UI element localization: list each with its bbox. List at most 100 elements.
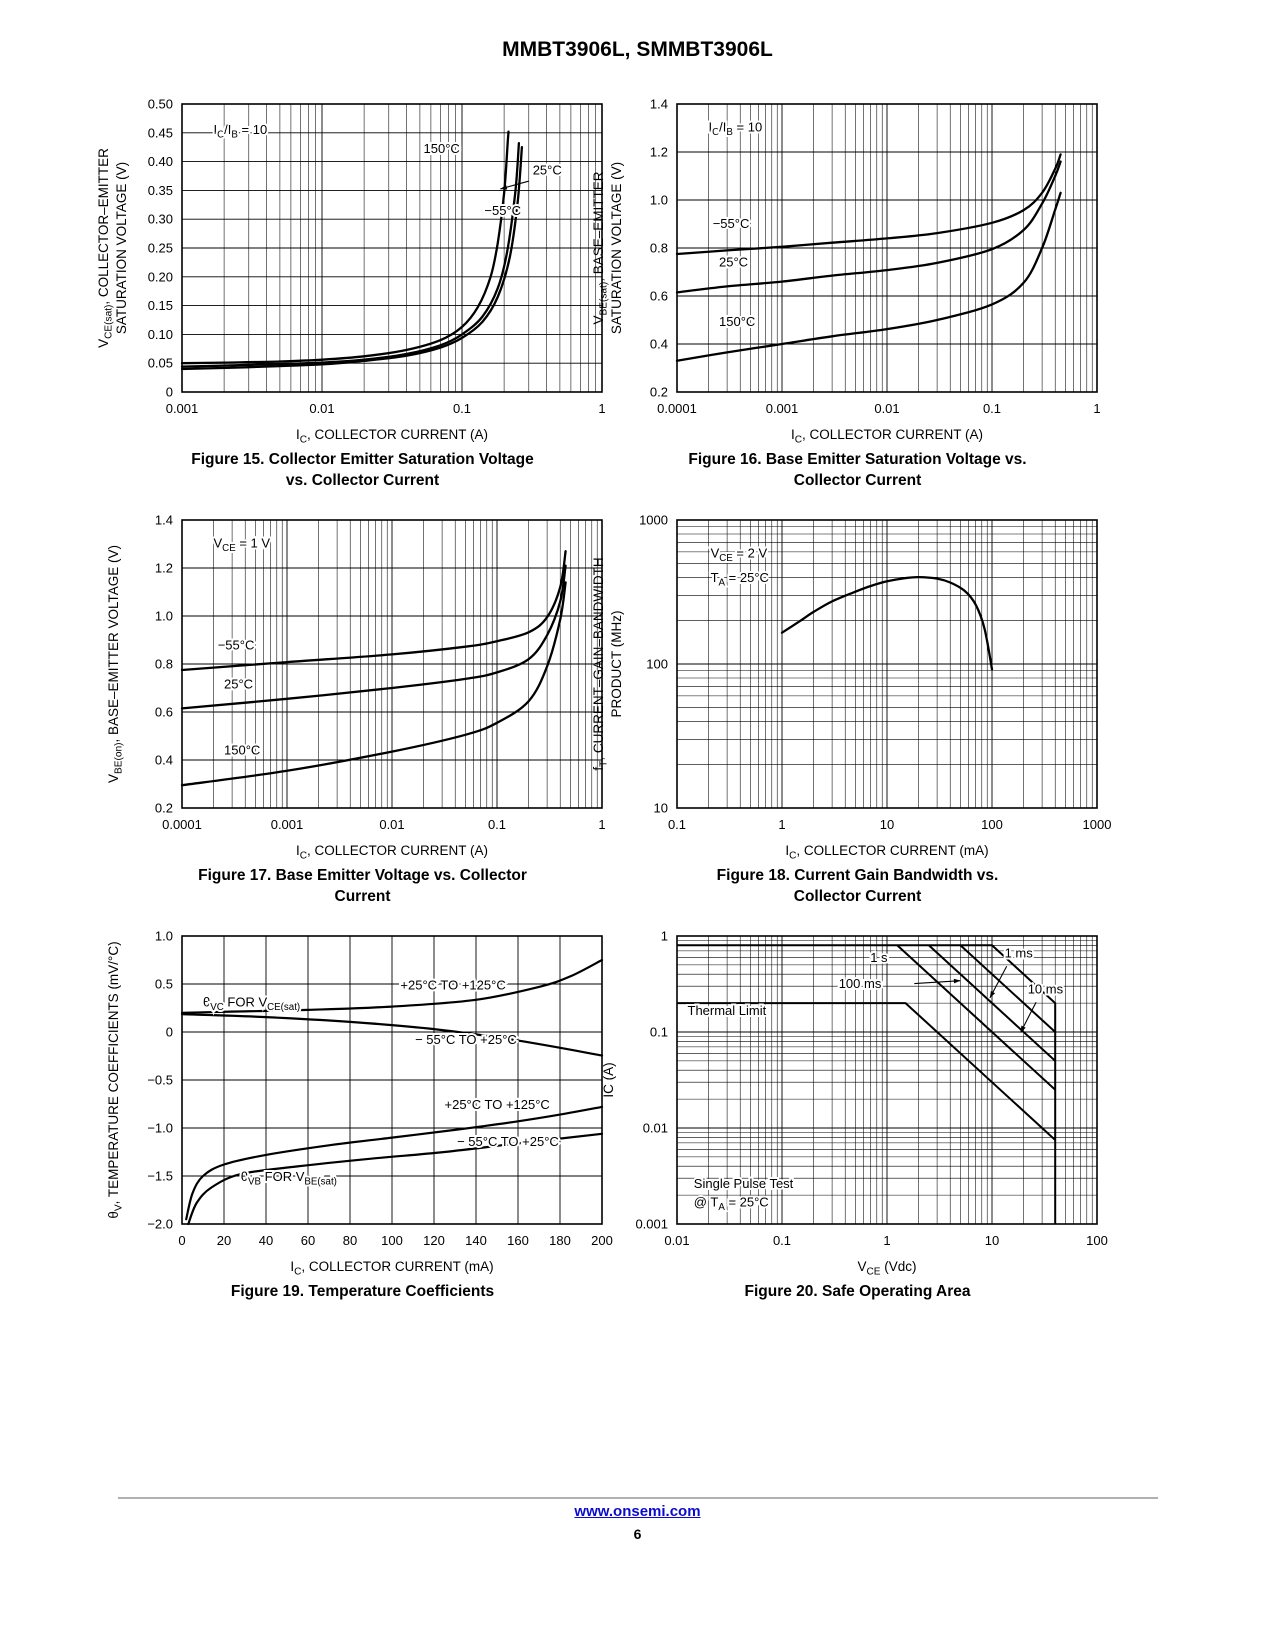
- svg-text:+25°C TO +125°C: +25°C TO +125°C: [445, 1097, 550, 1112]
- figure-16-caption: Figure 16. Base Emitter Saturation Volta…: [688, 451, 1027, 489]
- svg-text:−2.0: −2.0: [147, 1217, 173, 1232]
- svg-text:0.35: 0.35: [148, 183, 173, 198]
- y-axis-title: PRODUCT (MHz): [609, 611, 624, 718]
- svg-text:0.5: 0.5: [155, 977, 173, 992]
- footer-divider: [118, 1497, 1158, 1499]
- svg-text:180: 180: [549, 1233, 571, 1248]
- svg-text:1 s: 1 s: [870, 950, 888, 965]
- svg-text:140: 140: [465, 1233, 487, 1248]
- x-axis-title: IC, COLLECTOR CURRENT (A): [791, 427, 983, 444]
- svg-text:0.40: 0.40: [148, 154, 173, 169]
- page-number: 6: [633, 1526, 642, 1542]
- chart-temperature-coefficients: 0 20 40 60 80 100 120 140 160 180 200 1.0 0.5 0 −0.5 −1…: [90, 924, 635, 1278]
- svg-text:0.1: 0.1: [650, 1025, 668, 1040]
- chart-base-emitter-voltage: 0.0001 0.001 0.01 0.1 1 0.2 0.4 0.6 0.8 1.0 1.2 1.4…: [90, 508, 635, 862]
- y-axis-title: VBE(sat), BASE–EMITTER: [591, 171, 610, 324]
- svg-text:1: 1: [883, 1233, 890, 1248]
- x-axis-title: IC, COLLECTOR CURRENT (mA): [290, 1259, 493, 1276]
- annotations: IC/IB = 10 150°C 25°C −55°C: [212, 120, 564, 220]
- svg-text:0.6: 0.6: [155, 705, 173, 720]
- y-axis-title: VBE(on), BASE–EMITTER VOLTAGE (V): [106, 545, 125, 783]
- x-axis-title: IC, COLLECTOR CURRENT (A): [296, 843, 488, 860]
- gridlines: [181, 519, 603, 809]
- plot-border: [181, 935, 603, 1225]
- svg-text:0.25: 0.25: [148, 241, 173, 256]
- figure-18-block: 0.1 1 10 100 1000 10 100 1000 IC, COLLECTOR CURR…: [585, 508, 1130, 908]
- svg-text:Single Pulse Test: Single Pulse Test: [694, 1176, 794, 1191]
- svg-text:0.8: 0.8: [155, 657, 173, 672]
- figure-19-block: 0 20 40 60 80 100 120 140 160 180 200 1.0 0.5 0 −0.5 −1…: [90, 924, 635, 1303]
- svg-text:0.30: 0.30: [148, 212, 173, 227]
- x-axis-title: VCE (Vdc): [857, 1259, 916, 1276]
- svg-text:0.1: 0.1: [983, 401, 1001, 416]
- figure-20-block: 0.01 0.1 1 10 100 0.001 0.01 0.1 1 VCE (Vdc) IC (A…: [585, 924, 1130, 1303]
- svg-text:0.01: 0.01: [309, 401, 334, 416]
- chart-svg: 0.0001 0.001 0.01 0.1 1 0.2 0.4 0.6 0.8 1.0 1.2 1.4…: [106, 513, 606, 862]
- svg-text:0.01: 0.01: [643, 1121, 668, 1136]
- svg-text:1.2: 1.2: [155, 561, 173, 576]
- svg-text:10 ms: 10 ms: [1028, 982, 1064, 997]
- svg-text:0.05: 0.05: [148, 356, 173, 371]
- data-series: [675, 153, 1062, 362]
- svg-text:0.6: 0.6: [650, 289, 668, 304]
- svg-text:40: 40: [259, 1233, 273, 1248]
- data-series: [180, 550, 567, 787]
- y-axis-title: IC (A): [601, 1062, 616, 1097]
- svg-text:0.10: 0.10: [148, 327, 173, 342]
- svg-text:θVB FOR VBE(sat): θVB FOR VBE(sat): [241, 1169, 337, 1188]
- gridlines: [676, 519, 1098, 809]
- svg-text:θVC FOR VCE(sat): θVC FOR VCE(sat): [203, 995, 300, 1014]
- svg-text:0.1: 0.1: [453, 401, 471, 416]
- annotations: IC/IB = 10 −55°C 25°C 150°C: [707, 117, 765, 330]
- data-series: [180, 958, 604, 1226]
- svg-text:150°C: 150°C: [424, 141, 460, 156]
- svg-text:0.001: 0.001: [635, 1217, 668, 1232]
- tick-labels: 0 20 40 60 80 100 120 140 160 180 200 1.0 0.5 0 −0.5 −1…: [147, 929, 613, 1249]
- svg-text:1 ms: 1 ms: [1005, 946, 1034, 961]
- plot-border: [676, 935, 1098, 1225]
- svg-text:1.2: 1.2: [650, 145, 668, 160]
- svg-text:0.50: 0.50: [148, 97, 173, 112]
- svg-text:−0.5: −0.5: [147, 1073, 173, 1088]
- svg-text:0.0001: 0.0001: [657, 401, 697, 416]
- svg-text:120: 120: [423, 1233, 445, 1248]
- svg-text:−55°C: −55°C: [218, 638, 255, 653]
- svg-text:10: 10: [880, 817, 894, 832]
- figure-16-block: 0.0001 0.001 0.01 0.1 1 0.2 0.4 0.6 0.8 1.0 1.2 1.4…: [585, 92, 1130, 492]
- chart-svg: 0.001 0.01 0.1 1 0 0.05 0.10 0.15 0.20 0.25 0.30 0.…: [96, 97, 606, 446]
- svg-text:Thermal Limit: Thermal Limit: [688, 1003, 767, 1018]
- plot-border: [676, 103, 1098, 393]
- chart-collector-emitter-saturation-voltage: 0.001 0.01 0.1 1 0 0.05 0.10 0.15 0.20 0.25 0.30 0.…: [90, 92, 635, 446]
- svg-text:0.1: 0.1: [668, 817, 686, 832]
- svg-text:0: 0: [178, 1233, 185, 1248]
- annotations: θVC FOR VCE(sat) +25°C TO +125°C − 55°C TO…: [201, 975, 561, 1189]
- svg-text:0.2: 0.2: [155, 801, 173, 816]
- svg-text:100: 100: [981, 817, 1003, 832]
- svg-text:−55°C: −55°C: [484, 203, 521, 218]
- annotations: VCE = 1 V −55°C 25°C 150°C: [212, 533, 273, 759]
- svg-text:VCE = 2 V: VCE = 2 V: [711, 545, 768, 564]
- svg-text:160: 160: [507, 1233, 529, 1248]
- y-axis-title: VCE(sat), COLLECTOR–EMITTER: [96, 148, 115, 348]
- onsemi-link[interactable]: www.onsemi.com: [574, 1503, 701, 1520]
- svg-text:−1.0: −1.0: [147, 1121, 173, 1136]
- svg-text:0.20: 0.20: [148, 269, 173, 284]
- svg-text:1000: 1000: [639, 513, 668, 528]
- figure-15-block: 0.001 0.01 0.1 1 0 0.05 0.10 0.15 0.20 0.25 0.30 0.…: [90, 92, 635, 492]
- svg-text:150°C: 150°C: [224, 743, 260, 758]
- svg-text:1: 1: [661, 929, 668, 944]
- svg-text:TA = 25°C: TA = 25°C: [711, 570, 769, 589]
- chart-svg: 0 20 40 60 80 100 120 140 160 180 200 1.0 0.5 0 −0.5 −1…: [106, 929, 613, 1278]
- svg-text:25°C: 25°C: [719, 255, 748, 270]
- data-series: [677, 944, 1057, 1224]
- svg-text:0.01: 0.01: [874, 401, 899, 416]
- figure-17-caption: Figure 17. Base Emitter Voltage vs. Coll…: [198, 867, 527, 905]
- figure-19-caption: Figure 19. Temperature Coefficients: [230, 1283, 495, 1300]
- annotations: VCE = 2 V TA = 25°C: [709, 543, 771, 590]
- svg-text:0.2: 0.2: [650, 385, 668, 400]
- svg-text:0.15: 0.15: [148, 298, 173, 313]
- x-axis-title: IC, COLLECTOR CURRENT (mA): [785, 843, 988, 860]
- svg-text:100: 100: [381, 1233, 403, 1248]
